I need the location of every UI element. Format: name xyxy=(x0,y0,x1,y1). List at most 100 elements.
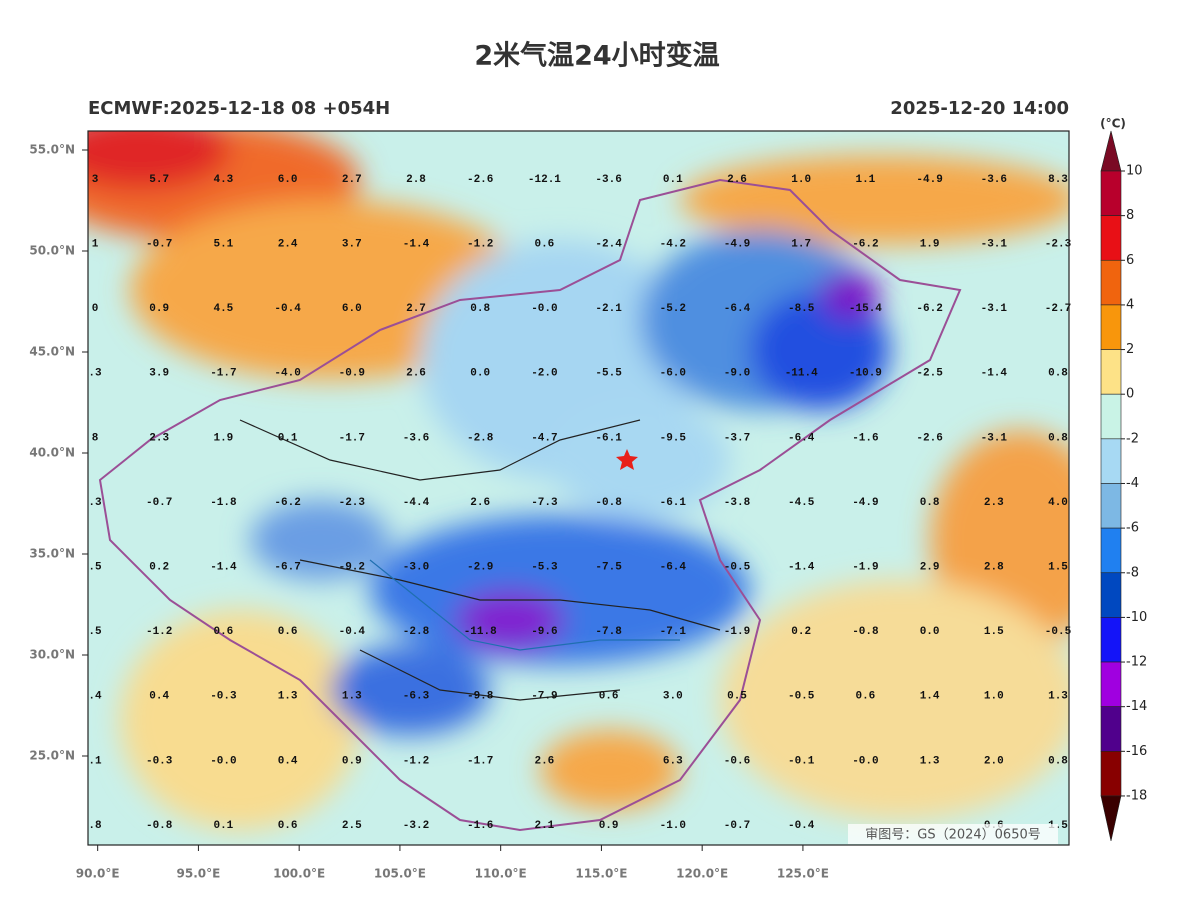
colorbar-label: -6 xyxy=(1126,521,1139,536)
colorbar-swatch xyxy=(1100,170,1122,216)
station-value: -0.1 xyxy=(788,755,815,767)
station-value: -3.1 xyxy=(981,239,1008,251)
station-value: 0.2 xyxy=(149,562,169,574)
station-value: -15.4 xyxy=(849,303,882,315)
station-value: -0.4 xyxy=(788,820,815,832)
station-value: -7.9 xyxy=(531,691,557,703)
station-value: 1.3 xyxy=(920,755,940,767)
station-value: -6.4 xyxy=(788,432,815,444)
station-value: -2.4 xyxy=(595,239,622,251)
colorbar-swatch xyxy=(1100,259,1122,306)
station-value: 0.0 xyxy=(920,626,940,638)
lon-tick-label: 125.0°E xyxy=(777,867,829,881)
station-value: -4.0 xyxy=(274,368,300,380)
station-value: 1.7 xyxy=(791,239,811,251)
station-value: 1.3 xyxy=(342,691,362,703)
station-value: 3.0 xyxy=(663,691,683,703)
colorbar-label: 2 xyxy=(1126,342,1134,357)
station-value: -1.9 xyxy=(852,562,878,574)
colorbar-label: -10 xyxy=(1126,610,1147,625)
station-value: 0.1 xyxy=(663,174,683,186)
station-value: 3 xyxy=(92,174,99,186)
station-value: -7.1 xyxy=(660,626,687,638)
station-value: -2.9 xyxy=(467,562,493,574)
station-value: 0.8 xyxy=(1048,432,1068,444)
station-value: -1.8 xyxy=(210,497,237,509)
station-value: -8.5 xyxy=(788,303,815,315)
station-value: -9.5 xyxy=(660,432,687,444)
station-value: 2.5 xyxy=(342,820,362,832)
station-value: 2.7 xyxy=(406,303,426,315)
colorbar-swatch xyxy=(1100,349,1122,395)
station-value: .3 xyxy=(88,497,102,509)
colorbar-cap xyxy=(1100,130,1122,172)
station-value: -12.1 xyxy=(528,174,561,186)
station-value: -0.8 xyxy=(146,820,173,832)
approval-box xyxy=(848,824,1058,844)
colorbar-swatch xyxy=(1100,572,1122,618)
colorbar-swatch xyxy=(1100,393,1122,440)
colorbar-cap xyxy=(1100,795,1122,842)
station-value: -0.5 xyxy=(724,562,751,574)
station-value: 2.3 xyxy=(149,432,169,444)
station-value: 3.7 xyxy=(342,239,362,251)
station-value: 2.6 xyxy=(534,755,554,767)
station-value: 1.9 xyxy=(920,239,940,251)
lat-tick-label: 45.0°N xyxy=(29,344,75,358)
station-value: 6.0 xyxy=(278,174,298,186)
station-value: 1.5 xyxy=(1048,562,1068,574)
lon-tick-label: 120.0°E xyxy=(676,867,728,881)
station-value: -3.6 xyxy=(981,174,1007,186)
station-value: -1.7 xyxy=(339,432,365,444)
station-value: -6.2 xyxy=(852,239,878,251)
station-value: -0.7 xyxy=(146,239,172,251)
colorbar-swatch xyxy=(1100,751,1122,797)
station-value: 0.4 xyxy=(149,691,169,703)
colorbar-label: -18 xyxy=(1126,788,1147,803)
station-value: -0.4 xyxy=(274,303,301,315)
station-value: 2.1 xyxy=(534,820,554,832)
station-value: -6.0 xyxy=(660,368,686,380)
station-value: -9.8 xyxy=(467,691,494,703)
station-value: .5 xyxy=(88,626,102,638)
station-value: 0.6 xyxy=(278,626,298,638)
station-value: -0.5 xyxy=(788,691,815,703)
station-value: 8 xyxy=(92,432,99,444)
station-value: -6.7 xyxy=(274,562,300,574)
lat-tick-label: 30.0°N xyxy=(29,647,75,661)
station-value: -2.6 xyxy=(916,432,942,444)
station-value: 2.8 xyxy=(406,174,426,186)
map-frame xyxy=(87,130,1070,846)
colorbar-swatch xyxy=(1100,706,1122,752)
station-value: 0.9 xyxy=(149,303,169,315)
station-value: -1.7 xyxy=(210,368,236,380)
map-title: 2米气温24小时变温 xyxy=(474,40,719,72)
station-value: -2.8 xyxy=(467,432,494,444)
station-value: 0.6 xyxy=(213,626,233,638)
valid-label: 2025-12-20 14:00 xyxy=(890,98,1069,119)
station-value: -0.8 xyxy=(852,626,879,638)
colorbar-label: -16 xyxy=(1126,744,1147,759)
station-value: 2.8 xyxy=(984,562,1004,574)
station-value: 1.3 xyxy=(278,691,298,703)
colorbar-label: -12 xyxy=(1126,655,1147,670)
station-value: 8.3 xyxy=(1048,174,1068,186)
station-value: -0.0 xyxy=(210,755,236,767)
station-value: -0.7 xyxy=(724,820,750,832)
station-value: -1.4 xyxy=(210,562,237,574)
station-value: -1.0 xyxy=(660,820,686,832)
station-value: 1.9 xyxy=(213,432,233,444)
station-value: -4.9 xyxy=(916,174,942,186)
station-value: 5.7 xyxy=(149,174,169,186)
station-value: -5.3 xyxy=(531,562,558,574)
station-value: -6.1 xyxy=(660,497,687,509)
station-value: -1.4 xyxy=(981,368,1008,380)
station-value: 1.3 xyxy=(1048,691,1068,703)
lat-tick-label: 25.0°N xyxy=(29,748,75,762)
run-label: ECMWF:2025-12-18 08 +054H xyxy=(88,98,390,119)
lon-tick-label: 90.0°E xyxy=(76,867,120,881)
colorbar: 10 8 6 4 2 0 -2 -4 -6 -8 -10 -12 -14 -16 -18 xyxy=(1100,130,1147,842)
lon-tick-label: 95.0°E xyxy=(177,867,221,881)
colorbar-swatch xyxy=(1100,617,1122,663)
temperature-field xyxy=(88,131,1069,845)
